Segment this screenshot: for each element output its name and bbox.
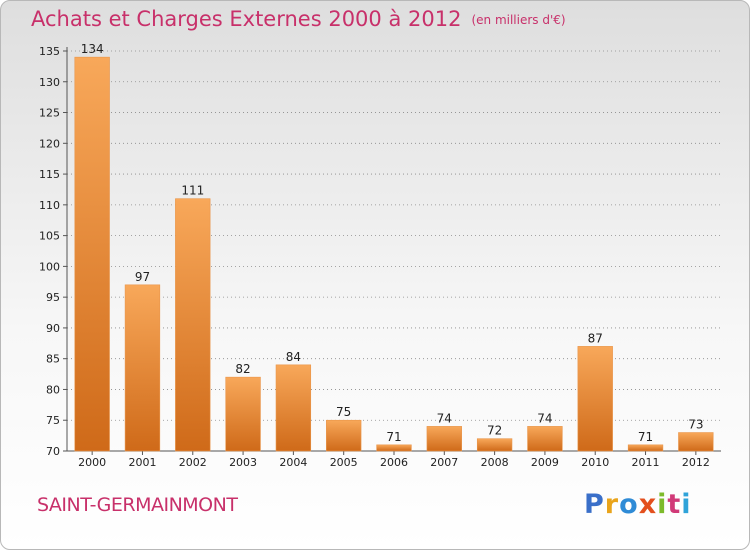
y-tick-label: 115	[39, 168, 60, 181]
y-tick-label: 80	[46, 383, 60, 396]
x-tick-label: 2005	[330, 456, 358, 469]
bar-2011	[627, 444, 664, 452]
bar-2008	[476, 438, 513, 452]
label-layer: 134 2000 97 2001 111 2002 82 2003 84 2004 75 2005 71…	[78, 42, 710, 469]
y-tick-label: 75	[46, 414, 60, 427]
x-tick-label: 2012	[682, 456, 710, 469]
value-label: 84	[286, 350, 301, 364]
x-tick-label: 2003	[229, 456, 257, 469]
x-tick-label: 2004	[279, 456, 307, 469]
y-tick-label: 100	[39, 260, 60, 273]
value-label: 111	[181, 184, 204, 198]
bar-2009	[527, 426, 563, 452]
chart-title: Achats et Charges Externes 2000 à 2012 (e…	[31, 7, 566, 31]
y-tick-label: 120	[39, 137, 60, 150]
chart-unit: (en milliers d'€)	[471, 13, 566, 27]
bar-2010	[577, 346, 613, 452]
x-tick-label: 2009	[531, 456, 559, 469]
commune-name: SAINT-GERMAINMONT	[37, 494, 238, 516]
y-tick-label: 125	[39, 107, 60, 120]
value-label: 74	[437, 411, 452, 425]
bar-2005	[326, 419, 362, 452]
value-label: 71	[638, 430, 653, 444]
value-label: 134	[81, 42, 104, 56]
x-tick-label: 2011	[632, 456, 660, 469]
value-label: 75	[336, 405, 351, 419]
bar-2007	[426, 426, 462, 452]
x-tick-label: 2002	[179, 456, 207, 469]
bar-2001	[124, 284, 161, 452]
bar-2000	[74, 56, 110, 452]
bar-2002	[175, 198, 211, 452]
value-label: 73	[688, 418, 703, 432]
value-label: 74	[537, 411, 552, 425]
y-tick-label: 90	[46, 322, 60, 335]
y-tick-label: 105	[39, 230, 60, 243]
y-tick-label: 110	[39, 199, 60, 212]
x-tick-label: 2006	[380, 456, 408, 469]
bar-2012	[678, 432, 714, 452]
bar-2006	[376, 444, 412, 452]
y-tick-label: 85	[46, 353, 60, 366]
x-tick-label: 2008	[481, 456, 509, 469]
x-tick-label: 2010	[581, 456, 609, 469]
y-tick-label: 130	[39, 76, 60, 89]
chart-title-text: Achats et Charges Externes 2000 à 2012	[31, 7, 462, 31]
grid-layer	[67, 50, 721, 421]
x-tick-label: 2007	[430, 456, 458, 469]
x-tick-label: 2000	[78, 456, 106, 469]
value-label: 71	[386, 430, 401, 444]
bar-layer	[74, 56, 714, 452]
value-label: 97	[135, 270, 150, 284]
proxiti-logo[interactable]: Proxiti	[584, 489, 692, 520]
bar-2003	[225, 376, 261, 452]
y-tick-label: 135	[39, 45, 60, 58]
y-tick-label: 95	[46, 291, 60, 304]
y-tick-label: 70	[46, 445, 60, 458]
value-label: 72	[487, 424, 502, 438]
value-label: 82	[235, 362, 250, 376]
bar-2004	[275, 364, 312, 452]
x-tick-label: 2001	[128, 456, 156, 469]
value-label: 87	[588, 331, 603, 345]
